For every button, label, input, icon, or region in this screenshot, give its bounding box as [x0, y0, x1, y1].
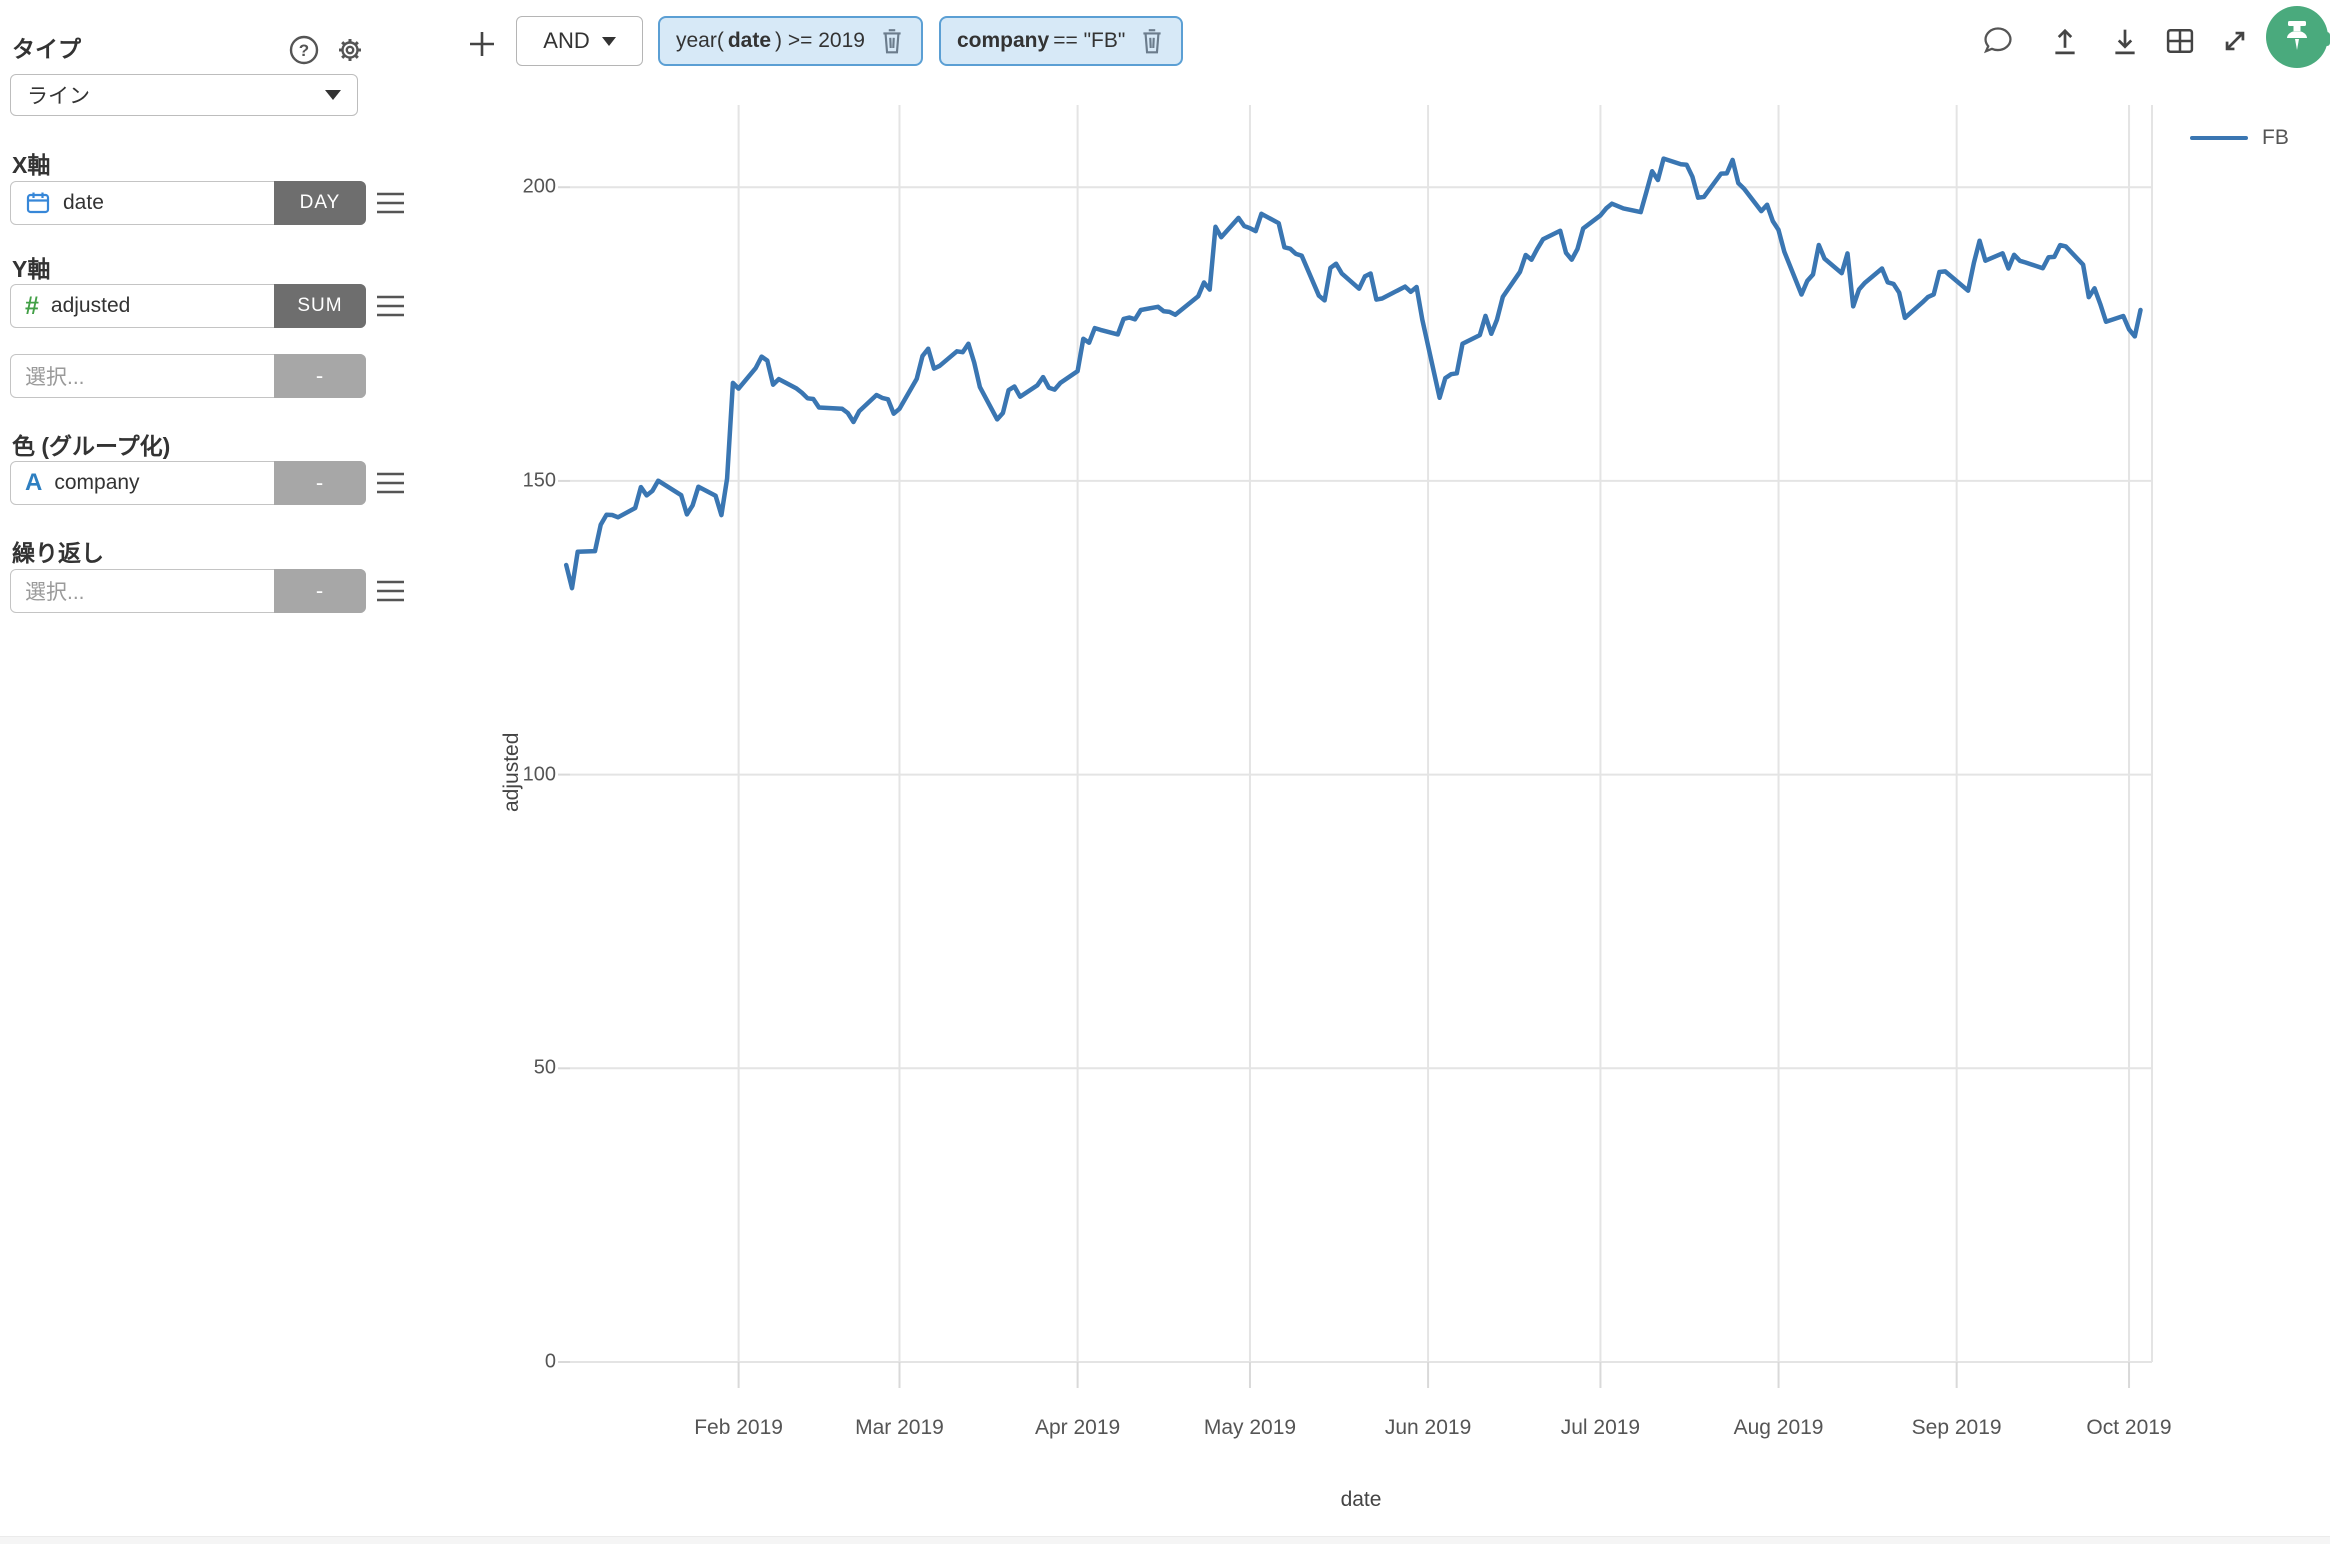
repeat-menu-icon[interactable]: [377, 579, 404, 603]
horizontal-scrollbar-track[interactable]: [0, 1536, 2330, 1544]
x-axis-menu-icon[interactable]: [377, 191, 404, 215]
y-axis-menu-icon[interactable]: [377, 294, 404, 318]
table-view-icon[interactable]: [2163, 24, 2197, 58]
pin-button[interactable]: [2266, 6, 2330, 70]
type-label: タイプ: [12, 36, 81, 62]
filter-text: ) >= 2019: [775, 29, 865, 52]
trash-icon[interactable]: [1139, 27, 1165, 55]
y-axis-field[interactable]: # adjusted SUM: [10, 284, 366, 328]
upload-icon[interactable]: [2048, 24, 2082, 58]
color-field-name: company: [54, 471, 140, 494]
y2-aggregation-button[interactable]: -: [274, 354, 366, 398]
y-axis-label: Y軸: [12, 256, 51, 282]
x-aggregation-button[interactable]: DAY: [274, 181, 366, 225]
add-filter-button[interactable]: [466, 28, 498, 60]
repeat-placeholder: 選択...: [25, 581, 85, 604]
color-aggregation-button[interactable]: -: [274, 461, 366, 505]
download-icon[interactable]: [2108, 24, 2142, 58]
filter-text: year(: [676, 29, 724, 52]
repeat-field[interactable]: 選択... -: [10, 569, 366, 613]
chart-type-select[interactable]: ライン: [10, 74, 358, 116]
y-axis-2-field[interactable]: 選択... -: [10, 354, 366, 398]
filter-logic-dropdown[interactable]: AND: [516, 16, 643, 66]
numeric-hash-icon: #: [25, 291, 39, 320]
y-axis-title: adjusted: [500, 732, 523, 812]
repeat-label: 繰り返し: [12, 540, 104, 566]
help-icon[interactable]: ?: [287, 33, 321, 67]
color-menu-icon[interactable]: [377, 471, 404, 495]
filter-logic-value: AND: [543, 28, 590, 53]
filter-pill-company[interactable]: company == "FB": [939, 16, 1184, 66]
color-field[interactable]: A company -: [10, 461, 366, 505]
gear-icon[interactable]: [333, 33, 367, 67]
color-group-label: 色 (グループ化): [12, 433, 171, 459]
x-axis-field[interactable]: date DAY: [10, 181, 366, 225]
legend-item-fb[interactable]: FB: [2190, 126, 2289, 150]
filter-text: == "FB": [1053, 29, 1126, 52]
filter-field: date: [727, 29, 772, 52]
text-type-icon: A: [25, 469, 43, 496]
y-field-name: adjusted: [50, 294, 131, 317]
series-line-FB[interactable]: [563, 156, 2143, 591]
y2-placeholder: 選択...: [25, 366, 85, 389]
trash-icon[interactable]: [879, 27, 905, 55]
legend-line-swatch: [2190, 136, 2248, 140]
x-axis-title: date: [1340, 1488, 1382, 1511]
fullscreen-expand-icon[interactable]: [2218, 24, 2252, 58]
filter-pill-year-date[interactable]: year(date) >= 2019: [658, 16, 923, 66]
x-field-name: date: [63, 191, 104, 214]
x-axis-label: X軸: [12, 152, 51, 178]
svg-text:?: ?: [299, 41, 309, 60]
chevron-down-icon: [601, 36, 616, 46]
legend-label: FB: [2262, 126, 2289, 149]
repeat-aggregation-button[interactable]: -: [274, 569, 366, 613]
comment-icon[interactable]: [1981, 24, 2015, 58]
chart-type-value: ライン: [27, 85, 90, 108]
filter-field: company: [957, 29, 1050, 52]
calendar-icon: [25, 190, 51, 216]
chevron-down-icon: [325, 90, 341, 100]
y-aggregation-button[interactable]: SUM: [274, 284, 366, 328]
